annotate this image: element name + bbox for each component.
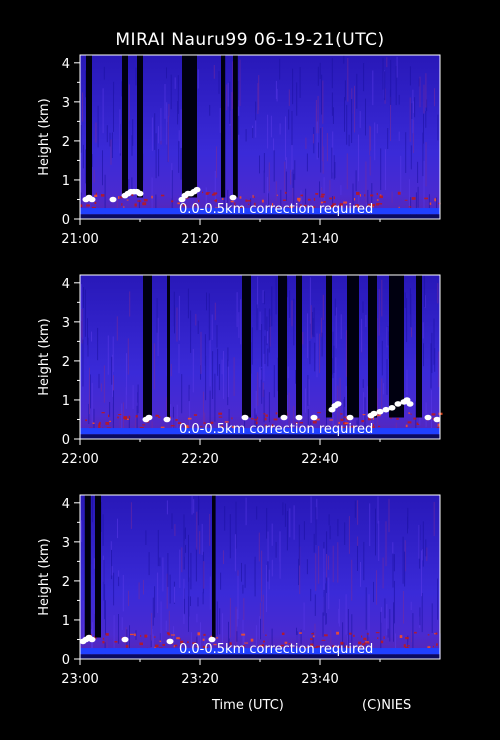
cloud-point-2 xyxy=(145,414,153,421)
surface-band-dark xyxy=(80,214,440,220)
cloud-point-3 xyxy=(88,196,96,203)
x-tick-label: 23:20 xyxy=(181,672,218,687)
y-tick-label: 4 xyxy=(62,497,70,512)
cloud-point-22 xyxy=(433,416,441,423)
cloud-point-10 xyxy=(334,401,342,407)
dark-column-2 xyxy=(122,55,128,198)
dark-column-9 xyxy=(389,275,404,418)
cloud-point-3 xyxy=(163,416,171,423)
figure-title: MIRAI Nauru99 06-19-21(UTC) xyxy=(115,30,385,50)
y-tick-label: 1 xyxy=(62,394,70,409)
x-tick-label: 22:20 xyxy=(181,452,218,467)
dark-column-1 xyxy=(143,275,152,418)
cloud-point-16 xyxy=(388,405,396,411)
correction-note: 0.0-0.5km correction required xyxy=(179,202,373,217)
panel-2: 0 1 2 3 4 22:00 22:20 22:40 Height (km) 0.0-0.5km… xyxy=(37,274,443,467)
cloud-point-21 xyxy=(424,414,432,421)
y-tick-label: 0 xyxy=(62,653,70,668)
y-axis-label: Height (km) xyxy=(37,98,52,175)
y-tick-label: 3 xyxy=(62,316,70,331)
dark-column-2 xyxy=(167,275,170,418)
panel-1: 0 1 2 3 4 21:00 21:20 21:40 Height (km) 0.0-0.5km… xyxy=(37,54,441,247)
cloud-point-4 xyxy=(109,196,117,203)
cloud-point-11 xyxy=(346,414,354,421)
dark-column-1 xyxy=(86,55,92,198)
dark-column-8 xyxy=(368,275,377,418)
cloud-point-20 xyxy=(406,401,414,407)
surface-band-dark xyxy=(80,654,440,660)
dark-column-3 xyxy=(137,55,143,198)
y-tick-label: 1 xyxy=(62,614,70,629)
cloud-point-4 xyxy=(88,636,96,643)
surface-band xyxy=(80,648,440,655)
cloud-point-6 xyxy=(295,414,303,421)
x-tick-label: 21:20 xyxy=(181,232,218,247)
surface-band-dark xyxy=(80,434,440,440)
dark-column-7 xyxy=(347,275,359,418)
y-axis-label: Height (km) xyxy=(37,318,52,395)
x-tick-label: 23:40 xyxy=(301,672,338,687)
cloud-point-6 xyxy=(166,638,174,645)
surface-band xyxy=(80,208,440,215)
x-tick-label: 22:00 xyxy=(61,452,98,467)
dark-column-6 xyxy=(326,275,332,418)
panel-3: 0 1 2 3 4 23:00 23:20 23:40 Height (km) 0.0-0.5km… xyxy=(37,494,441,687)
dark-column-4 xyxy=(182,55,197,198)
y-tick-label: 0 xyxy=(62,213,70,228)
cloud-point-10 xyxy=(136,190,144,197)
dark-column-3 xyxy=(242,275,251,418)
y-tick-label: 3 xyxy=(62,536,70,551)
x-tick-label: 22:40 xyxy=(301,452,338,467)
dark-column-6 xyxy=(233,55,238,198)
cloud-point-4 xyxy=(241,414,249,421)
x-axis-title: Time (UTC) xyxy=(212,698,284,713)
cloud-point-5 xyxy=(121,636,129,643)
cloud-point-17 xyxy=(394,401,402,407)
plot-background xyxy=(80,275,440,439)
y-tick-label: 2 xyxy=(62,355,70,370)
cloud-point-5 xyxy=(280,414,288,421)
cloud-point-16 xyxy=(193,186,201,193)
dark-column-1 xyxy=(84,495,91,638)
dark-column-2 xyxy=(95,495,101,638)
dark-column-5 xyxy=(221,55,226,198)
cloud-point-7 xyxy=(208,636,216,643)
cloud-point-17 xyxy=(229,194,237,201)
y-tick-label: 1 xyxy=(62,174,70,189)
x-tick-label: 21:00 xyxy=(61,232,98,247)
credit-label: (C)NIES xyxy=(362,698,412,713)
dark-column-5 xyxy=(296,275,302,418)
y-tick-label: 4 xyxy=(62,277,70,292)
correction-note: 0.0-0.5km correction required xyxy=(179,422,373,437)
y-tick-label: 2 xyxy=(62,575,70,590)
cloud-point-13 xyxy=(370,410,378,417)
y-tick-label: 2 xyxy=(62,135,70,150)
correction-note: 0.0-0.5km correction required xyxy=(179,642,373,657)
y-tick-label: 0 xyxy=(62,433,70,448)
dark-column-4 xyxy=(278,275,287,418)
cloud-point-15 xyxy=(382,406,390,413)
cloud-point-14 xyxy=(376,408,384,415)
y-tick-label: 4 xyxy=(62,57,70,72)
dark-column-10 xyxy=(416,275,422,418)
surface-band xyxy=(80,428,440,435)
y-axis-label: Height (km) xyxy=(37,538,52,615)
x-tick-label: 21:40 xyxy=(301,232,338,247)
y-tick-label: 3 xyxy=(62,96,70,111)
cloud-point-7 xyxy=(310,414,318,421)
x-tick-label: 23:00 xyxy=(61,672,98,687)
dark-column-3 xyxy=(212,495,216,638)
